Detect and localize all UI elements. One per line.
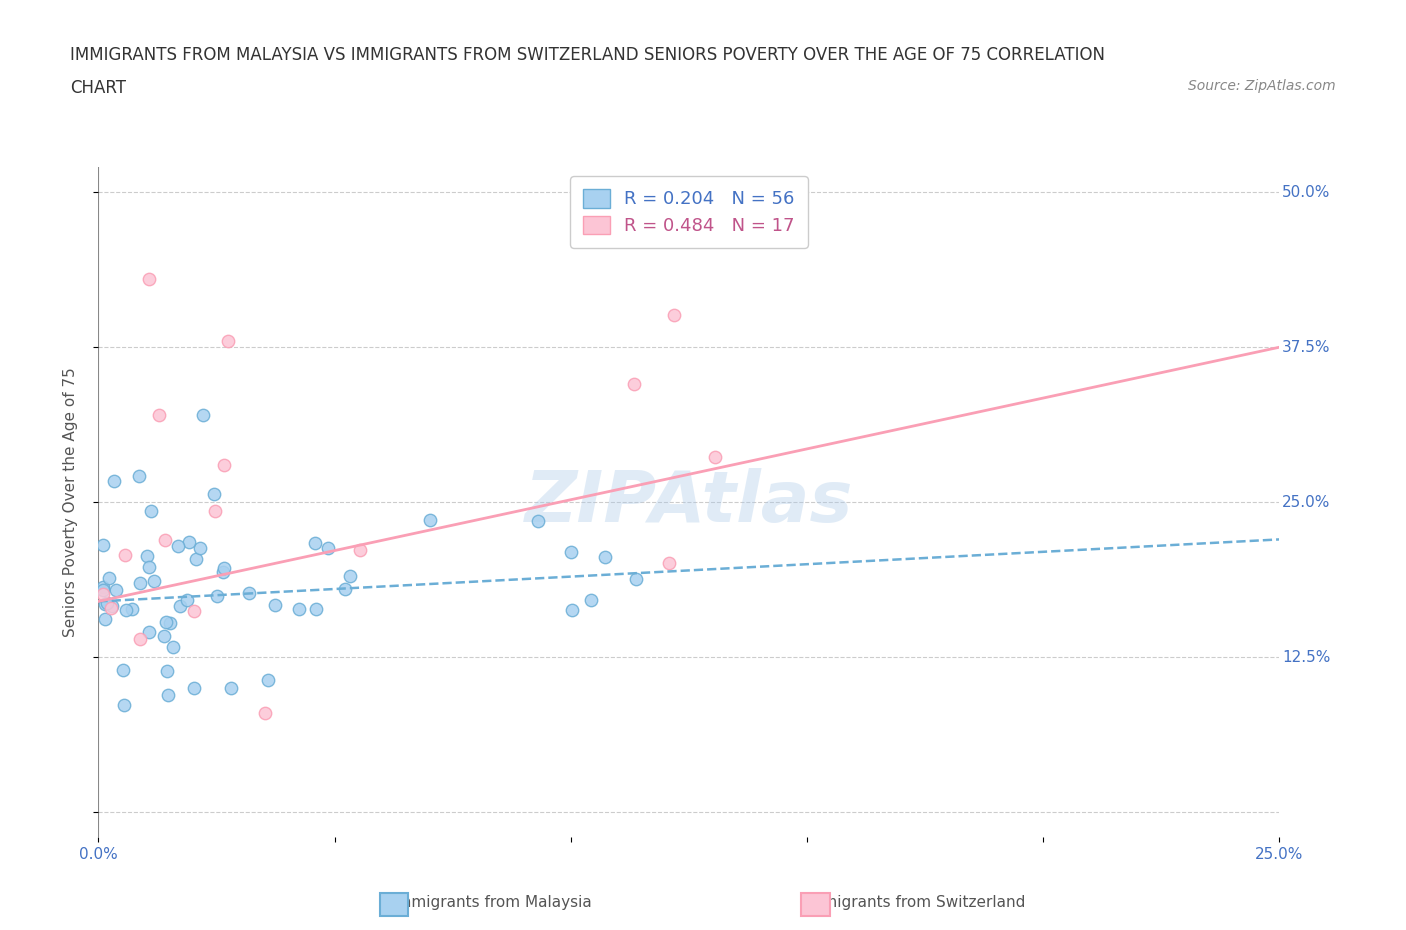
- Legend: R = 0.204   N = 56, R = 0.484   N = 17: R = 0.204 N = 56, R = 0.484 N = 17: [571, 177, 807, 247]
- Immigrants from Malaysia: [96, 596, 118, 611]
- Immigrants from Malaysia: [100, 599, 122, 614]
- Immigrants from Switzerland: [623, 376, 645, 391]
- Immigrants from Malaysia: [157, 687, 180, 702]
- Immigrants from Malaysia: [159, 615, 181, 630]
- Immigrants from Switzerland: [128, 631, 150, 646]
- Text: Source: ZipAtlas.com: Source: ZipAtlas.com: [1188, 79, 1336, 93]
- Immigrants from Malaysia: [162, 640, 184, 655]
- Immigrants from Switzerland: [153, 532, 176, 547]
- Immigrants from Malaysia: [142, 574, 165, 589]
- Immigrants from Malaysia: [626, 571, 648, 586]
- Immigrants from Malaysia: [560, 545, 582, 560]
- Immigrants from Malaysia: [91, 579, 114, 594]
- Text: CHART: CHART: [70, 79, 127, 97]
- Immigrants from Malaysia: [335, 581, 357, 596]
- Immigrants from Malaysia: [111, 662, 134, 677]
- Immigrants from Malaysia: [238, 585, 260, 600]
- Immigrants from Malaysia: [128, 469, 150, 484]
- Text: 50.0%: 50.0%: [1282, 185, 1330, 200]
- Immigrants from Malaysia: [191, 408, 214, 423]
- Immigrants from Malaysia: [579, 592, 602, 607]
- Immigrants from Switzerland: [114, 548, 136, 563]
- Immigrants from Malaysia: [183, 681, 205, 696]
- Immigrants from Malaysia: [91, 583, 114, 598]
- Immigrants from Malaysia: [105, 582, 128, 597]
- Immigrants from Malaysia: [176, 593, 198, 608]
- Immigrants from Malaysia: [264, 598, 287, 613]
- Text: 25.0%: 25.0%: [1282, 495, 1330, 510]
- Immigrants from Malaysia: [186, 551, 208, 566]
- Immigrants from Malaysia: [98, 570, 121, 585]
- Immigrants from Switzerland: [662, 308, 685, 323]
- Immigrants from Malaysia: [177, 535, 200, 550]
- Immigrants from Malaysia: [305, 602, 328, 617]
- Immigrants from Switzerland: [100, 601, 122, 616]
- Immigrants from Malaysia: [128, 575, 150, 590]
- Immigrants from Switzerland: [138, 272, 160, 286]
- Immigrants from Malaysia: [138, 625, 160, 640]
- Immigrants from Malaysia: [221, 681, 243, 696]
- Text: Immigrants from Switzerland: Immigrants from Switzerland: [803, 895, 1025, 910]
- Immigrants from Malaysia: [212, 561, 235, 576]
- Immigrants from Malaysia: [593, 550, 616, 565]
- Y-axis label: Seniors Poverty Over the Age of 75: Seniors Poverty Over the Age of 75: [63, 367, 77, 637]
- Immigrants from Malaysia: [304, 536, 326, 551]
- Immigrants from Malaysia: [527, 513, 550, 528]
- Immigrants from Malaysia: [152, 629, 174, 644]
- Immigrants from Malaysia: [419, 512, 441, 527]
- Immigrants from Switzerland: [204, 504, 226, 519]
- Immigrants from Malaysia: [318, 540, 340, 555]
- Immigrants from Malaysia: [169, 599, 191, 614]
- Immigrants from Switzerland: [349, 542, 371, 557]
- Immigrants from Malaysia: [561, 603, 583, 618]
- Immigrants from Malaysia: [212, 565, 235, 579]
- Immigrants from Switzerland: [214, 458, 236, 472]
- Immigrants from Malaysia: [94, 611, 117, 626]
- Immigrants from Switzerland: [658, 555, 681, 570]
- Immigrants from Malaysia: [257, 672, 280, 687]
- Immigrants from Malaysia: [94, 597, 117, 612]
- Immigrants from Switzerland: [148, 408, 170, 423]
- Immigrants from Malaysia: [91, 538, 114, 552]
- Immigrants from Malaysia: [167, 538, 190, 553]
- Immigrants from Malaysia: [112, 698, 135, 712]
- Immigrants from Malaysia: [121, 602, 143, 617]
- Immigrants from Malaysia: [188, 540, 211, 555]
- Immigrants from Malaysia: [288, 602, 311, 617]
- Immigrants from Malaysia: [202, 486, 225, 501]
- Immigrants from Malaysia: [138, 559, 160, 574]
- Text: 37.5%: 37.5%: [1282, 339, 1330, 354]
- Immigrants from Malaysia: [155, 663, 177, 678]
- Immigrants from Switzerland: [91, 587, 114, 602]
- Immigrants from Switzerland: [704, 450, 727, 465]
- Immigrants from Malaysia: [155, 615, 177, 630]
- Immigrants from Switzerland: [253, 706, 276, 721]
- Immigrants from Malaysia: [139, 503, 162, 518]
- Immigrants from Malaysia: [339, 568, 361, 583]
- Text: ZIPAtlas: ZIPAtlas: [524, 468, 853, 537]
- Immigrants from Malaysia: [114, 603, 136, 618]
- Immigrants from Malaysia: [205, 589, 228, 604]
- Immigrants from Malaysia: [136, 549, 159, 564]
- Text: IMMIGRANTS FROM MALAYSIA VS IMMIGRANTS FROM SWITZERLAND SENIORS POVERTY OVER THE: IMMIGRANTS FROM MALAYSIA VS IMMIGRANTS F…: [70, 46, 1105, 64]
- Immigrants from Switzerland: [183, 603, 205, 618]
- Immigrants from Malaysia: [103, 474, 125, 489]
- Text: 12.5%: 12.5%: [1282, 650, 1330, 665]
- Text: Immigrants from Malaysia: Immigrants from Malaysia: [392, 895, 592, 910]
- Immigrants from Switzerland: [217, 334, 239, 349]
